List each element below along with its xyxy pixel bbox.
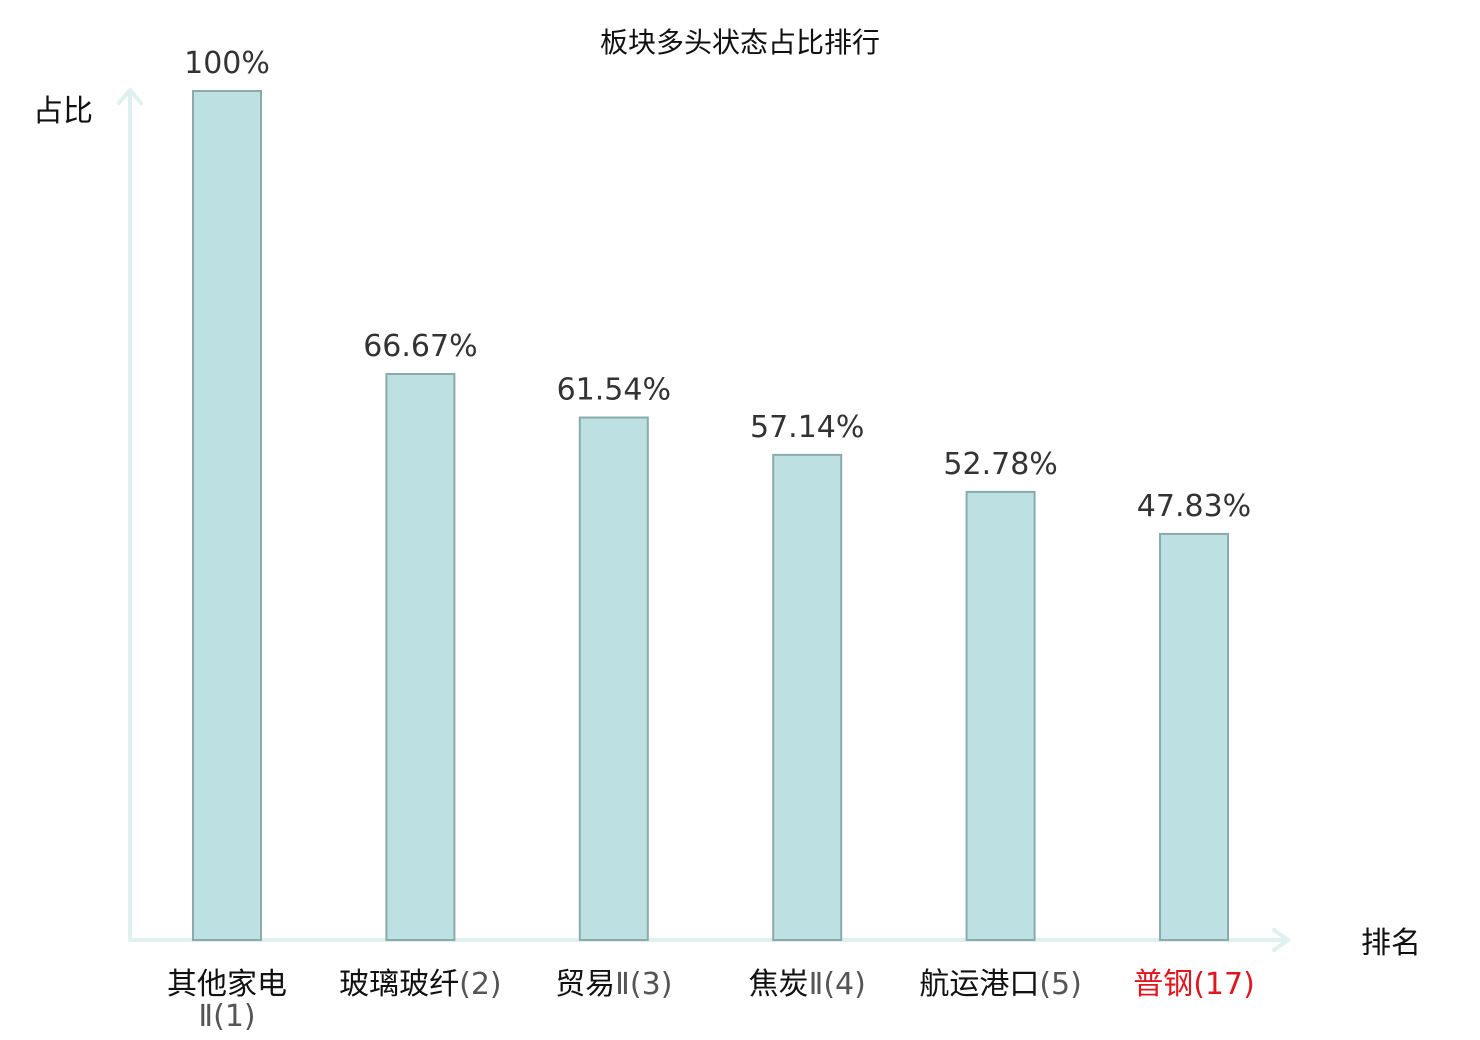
category-label: 普钢(17) [1133,967,1255,1002]
category-name: 贸易 [555,967,615,1002]
x-axis-label: 排名 [1361,926,1421,961]
category-label: 航运港口(5) [919,967,1082,1002]
category-rank-label: Ⅱ(1) [198,999,255,1034]
category-name: 航运港口 [919,967,1039,1002]
axes [117,88,1290,952]
bar-value-label: 61.54% [557,373,671,408]
x-axis-arrow [1272,928,1290,952]
bar-value-label: 66.67% [363,329,477,364]
category-rank: Ⅱ(4) [809,967,866,1002]
bar-value-label: 52.78% [943,447,1057,482]
bar-value-label: 100% [184,46,270,81]
chart-title: 板块多头状态占比排行 [600,26,880,59]
category-label: 贸易Ⅱ(3) [555,967,672,1002]
category-name: 玻璃玻纤 [339,967,459,1002]
category-rank: (2) [459,967,502,1002]
bar-value-label: 57.14% [750,410,864,445]
value-labels: 100% 66.67% 61.54% 57.14% 52.78% 47.83% [184,46,1251,524]
category-rank: (17) [1193,967,1255,1002]
category-rank: (5) [1039,967,1082,1002]
category-rank: Ⅱ(3) [615,967,672,1002]
y-axis-arrow [117,88,143,105]
bar [385,372,456,942]
bar [772,453,843,941]
category-label: 其他家电 [167,967,287,1002]
bar [192,90,262,941]
bar [1159,532,1229,941]
category-name: 焦炭 [749,967,809,1002]
y-axis-label: 占比 [33,94,93,129]
category-name: 普钢 [1133,967,1193,1002]
bar-value-label: 47.83% [1137,489,1251,524]
bars [192,90,1229,942]
bar [578,416,649,941]
bar [965,490,1036,941]
category-label: 焦炭Ⅱ(4) [749,967,866,1002]
category-label: 玻璃玻纤(2) [339,967,502,1002]
